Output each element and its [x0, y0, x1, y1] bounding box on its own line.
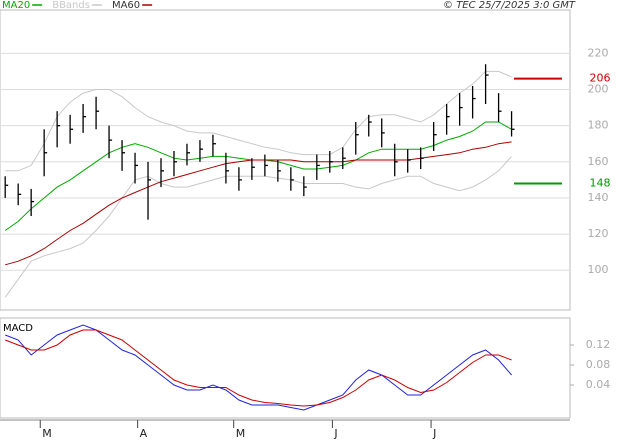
y-tick-label: 0.04 — [586, 378, 611, 391]
y-tick-label: 120 — [588, 227, 609, 240]
level-label: 206 — [590, 72, 611, 85]
ma-line — [5, 141, 512, 266]
x-tick-label: M — [236, 427, 246, 440]
y-tick-label: 200 — [588, 83, 609, 96]
header: © TEC 25/7/2025 3:0 GMT — [443, 0, 576, 11]
legend-label: MA60 — [112, 0, 140, 11]
y-tick-label: 220 — [588, 46, 609, 59]
x-tick-label: J — [432, 427, 436, 440]
x-tick-label: J — [333, 427, 337, 440]
y-tick-label: 140 — [588, 191, 609, 204]
y-tick-label: 0.08 — [586, 358, 611, 371]
y-tick-label: 180 — [588, 119, 609, 132]
bband-lower — [4, 156, 512, 298]
legend-label: MA20 — [2, 0, 30, 11]
macd-line — [5, 324, 512, 411]
bband-upper — [5, 70, 512, 172]
x-tick-label: A — [140, 427, 148, 440]
macd-line — [5, 329, 512, 407]
x-tick-label: M — [42, 427, 52, 440]
macd-panel — [0, 317, 571, 419]
y-tick-label: 100 — [588, 263, 609, 276]
macd-title: MACD — [3, 323, 33, 334]
y-tick-label: 160 — [588, 155, 609, 168]
legend-label: BBands — [52, 0, 90, 11]
y-tick-label: 0.12 — [586, 338, 611, 351]
level-label: 148 — [590, 176, 611, 189]
